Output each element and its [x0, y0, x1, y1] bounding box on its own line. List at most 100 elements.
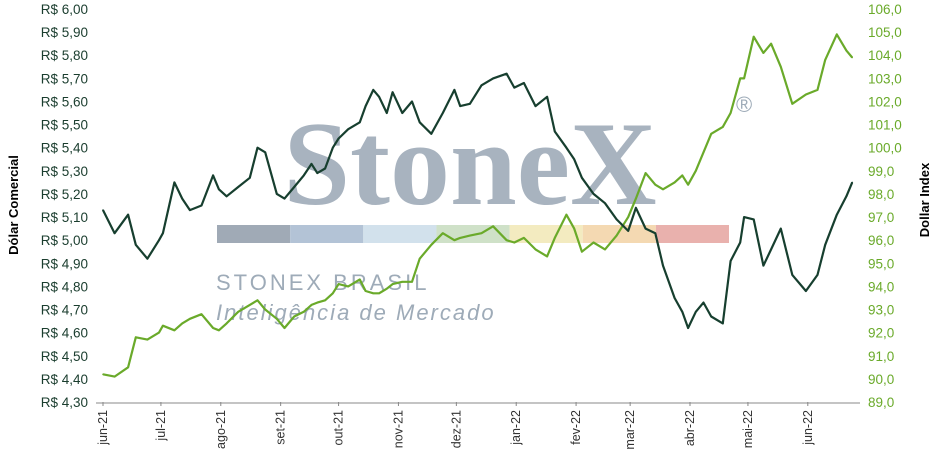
point-dollar-index	[845, 49, 848, 52]
point-dolar-comercial	[411, 100, 413, 103]
point-dollar-index	[836, 33, 838, 36]
point-dolar-comercial	[359, 121, 361, 124]
point-dolar-comercial	[673, 297, 676, 299]
point-dollar-index	[644, 172, 647, 174]
point-dolar-comercial	[418, 121, 421, 124]
point-dollar-index	[158, 331, 160, 334]
band-segment	[363, 225, 437, 243]
point-dollar-index	[702, 151, 705, 154]
left-axis-title: Dólar Comercial	[6, 155, 21, 255]
point-dollar-index	[604, 248, 606, 251]
left-tick-label: R$ 5,20	[41, 187, 88, 202]
point-dolar-comercial	[453, 89, 456, 91]
point-dollar-index	[212, 327, 214, 329]
point-dolar-comercial	[146, 257, 149, 260]
point-dollar-index	[225, 322, 228, 325]
point-dolar-comercial	[469, 103, 471, 105]
point-dolar-comercial	[276, 193, 278, 195]
point-dollar-index	[627, 216, 629, 218]
point-dollar-index	[592, 241, 595, 244]
point-dolar-comercial	[372, 89, 375, 91]
point-dollar-index	[347, 285, 350, 288]
point-dollar-index	[662, 188, 664, 191]
point-dollar-index	[189, 318, 191, 320]
x-tick-label: mar-22	[623, 410, 637, 450]
point-dollar-index	[851, 56, 853, 59]
band-segment	[290, 225, 364, 243]
point-dollar-index	[673, 181, 676, 184]
point-dollar-index	[102, 373, 104, 376]
point-dolar-comercial	[442, 112, 444, 114]
right-tick-label: 96,0	[868, 233, 894, 248]
right-tick-label: 90,0	[868, 372, 894, 387]
point-dollar-index	[824, 59, 826, 61]
point-dollar-index	[654, 183, 657, 186]
point-dollar-index	[256, 299, 259, 302]
left-tick-label: R$ 5,10	[41, 210, 88, 225]
left-tick-label: R$ 5,90	[41, 25, 88, 40]
point-dolar-comercial	[635, 207, 637, 209]
left-tick-label: R$ 4,80	[41, 279, 88, 294]
point-dollar-index	[791, 103, 794, 105]
point-dollar-index	[249, 304, 251, 306]
x-tick-label: jul-21	[154, 410, 168, 442]
point-dolar-comercial	[293, 186, 296, 188]
point-dolar-comercial	[391, 91, 394, 93]
right-tick-label: 104,0	[868, 48, 902, 63]
left-tick-label: R$ 5,60	[41, 94, 88, 109]
left-tick-label: R$ 5,40	[41, 141, 88, 156]
point-dollar-index	[743, 77, 745, 80]
x-tick-label: out-21	[332, 410, 346, 445]
point-dollar-index	[391, 283, 394, 285]
left-axis-ticks: R$ 4,30 R$ 4,40 R$ 4,50 R$ 4,60 R$ 4,70 R$ 4,…	[41, 2, 88, 410]
point-dollar-index	[200, 313, 203, 316]
point-dolar-comercial	[218, 188, 220, 191]
point-dollar-index	[770, 42, 772, 45]
registered-mark: ®	[736, 92, 755, 117]
point-dollar-index	[480, 232, 483, 234]
point-dolar-comercial	[805, 290, 807, 292]
point-dolar-comercial	[824, 244, 826, 246]
right-tick-label: 99,0	[868, 164, 894, 179]
x-tick-label: nov-21	[391, 410, 405, 448]
left-tick-label: R$ 4,40	[41, 372, 88, 387]
watermark-line1: STONEX BRASIL	[216, 270, 429, 295]
point-dolar-comercial	[851, 181, 853, 184]
point-dollar-index	[359, 278, 361, 281]
point-dollar-index	[565, 213, 568, 216]
point-dolar-comercial	[303, 174, 305, 177]
x-tick-label: jun-22	[801, 410, 815, 446]
series-line-dolar-comercial	[102, 72, 854, 330]
point-dolar-comercial	[264, 151, 267, 154]
point-dollar-index	[337, 283, 340, 285]
point-dolar-comercial	[816, 274, 819, 276]
point-dollar-index	[505, 239, 508, 241]
point-dolar-comercial	[189, 209, 191, 211]
point-dolar-comercial	[513, 86, 516, 89]
left-tick-label: R$ 4,50	[41, 349, 88, 364]
x-tick-label: fev-22	[569, 410, 583, 445]
point-dolar-comercial	[604, 202, 606, 204]
point-dolar-comercial	[237, 186, 239, 188]
point-dollar-index	[492, 225, 494, 228]
right-tick-label: 89,0	[868, 395, 894, 410]
band-segment	[509, 225, 583, 243]
point-dolar-comercial	[780, 227, 782, 230]
point-dollar-index	[635, 197, 637, 200]
left-tick-label: R$ 5,70	[41, 71, 88, 86]
point-dolar-comercial	[722, 322, 724, 325]
point-dollar-index	[181, 322, 183, 325]
right-tick-label: 103,0	[868, 71, 902, 86]
point-dolar-comercial	[310, 163, 313, 165]
point-dollar-index	[573, 227, 575, 230]
point-dollar-index	[386, 287, 388, 290]
right-tick-label: 95,0	[868, 256, 894, 271]
point-dolar-comercial	[770, 248, 772, 251]
point-dolar-comercial	[135, 244, 137, 246]
point-dollar-index	[372, 292, 375, 295]
point-dolar-comercial	[378, 96, 380, 98]
point-dolar-comercial	[158, 239, 160, 241]
right-tick-label: 93,0	[868, 303, 894, 318]
point-dolar-comercial	[565, 146, 568, 149]
point-dolar-comercial	[791, 274, 794, 276]
